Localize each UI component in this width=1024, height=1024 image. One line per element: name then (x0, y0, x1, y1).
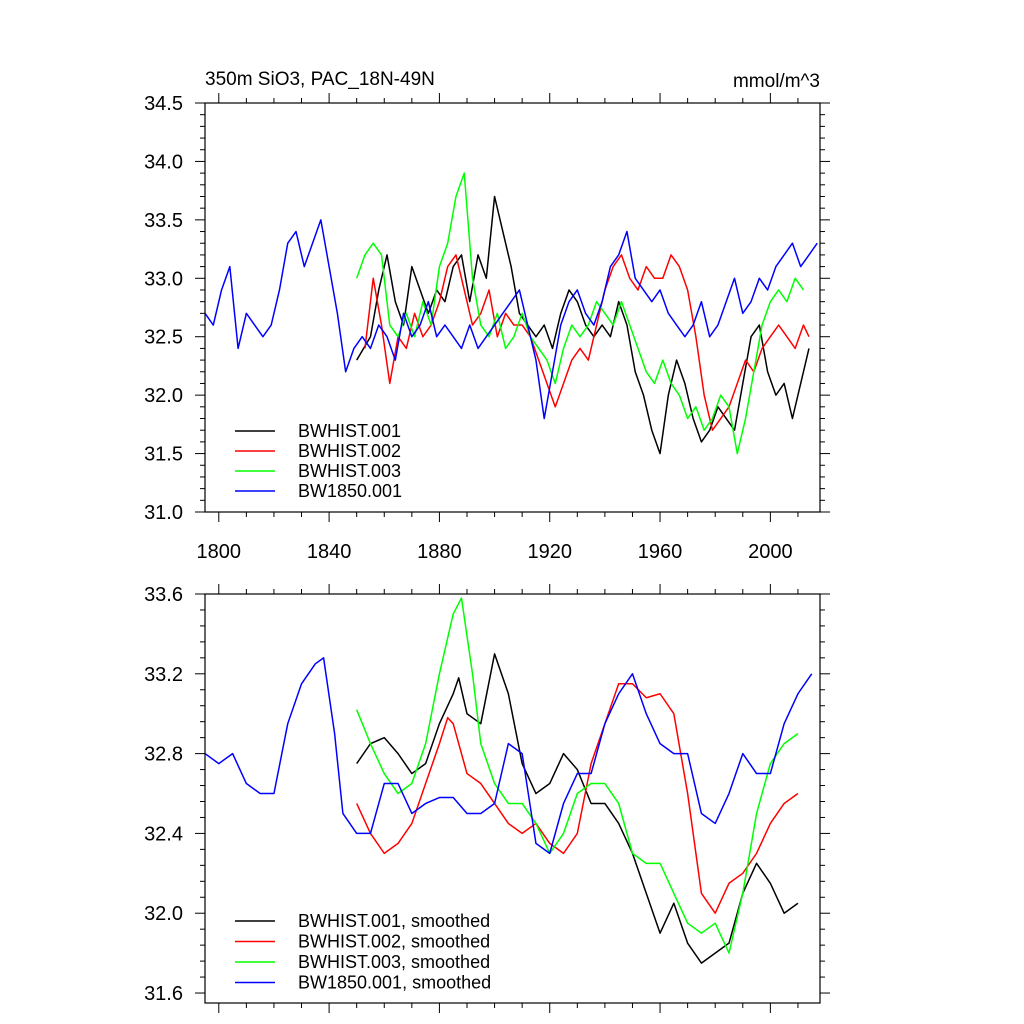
top-panel: 1800 1840 1880 1920 1960 2000 31.0 31.5 32.0 32.5… (144, 69, 830, 563)
series-line-2 (356, 683, 799, 914)
legend-label: BWHIST.003 (298, 461, 401, 481)
y-tick-label: 34.5 (144, 93, 183, 115)
series-line-2 (364, 254, 810, 431)
series-line-1 (356, 653, 799, 964)
y-tick-label: 32.8 (144, 744, 183, 766)
y-tick-label: 33.6 (144, 584, 183, 606)
y-tick-label: 31.0 (144, 502, 183, 524)
legend-label: BWHIST.002, smoothed (298, 932, 490, 952)
series-line-3 (355, 597, 799, 954)
legend-label: BW1850.001 (298, 481, 402, 501)
legend-label: BWHIST.002 (298, 441, 401, 461)
y-tick-label: 32.0 (144, 903, 183, 925)
units-label: mmol/m^3 (733, 71, 820, 92)
series-line-1 (356, 195, 810, 455)
chart-title: 350m SiO3, PAC_18N-49N (205, 69, 435, 90)
y-tick-label: 32.4 (144, 823, 183, 845)
y-tick-label: 33.0 (144, 268, 183, 290)
y-tick-label: 33.5 (144, 210, 183, 232)
legend-label: BWHIST.003, smoothed (298, 952, 490, 972)
x-tick-label: 1800 (197, 541, 242, 563)
series-line-4 (205, 657, 813, 855)
legend-label: BWHIST.001, smoothed (298, 911, 490, 931)
bottom-panel: 31.6 32.0 32.4 32.8 33.2 33.6 BWHIST.001, smoo… (144, 584, 830, 1013)
series-line-3 (355, 172, 805, 455)
plot-frame (204, 102, 821, 513)
y-tick-label: 31.5 (144, 444, 183, 466)
legend-label: BWHIST.001 (298, 421, 401, 441)
legend-label: BW1850.001, smoothed (298, 973, 491, 993)
x-tick-label: 1840 (307, 541, 352, 563)
y-tick-label: 33.2 (144, 664, 183, 686)
x-tick-label: 2000 (748, 541, 793, 563)
x-tick-label: 1920 (527, 541, 572, 563)
y-tick-label: 31.6 (144, 983, 183, 1005)
y-tick-label: 34.0 (144, 151, 183, 173)
x-tick-label: 1960 (638, 541, 683, 563)
y-tick-label: 32.5 (144, 327, 183, 349)
plot-frame (204, 593, 821, 1004)
series-line-4 (205, 219, 818, 420)
y-tick-label: 32.0 (144, 385, 183, 407)
x-tick-label: 1880 (417, 541, 462, 563)
